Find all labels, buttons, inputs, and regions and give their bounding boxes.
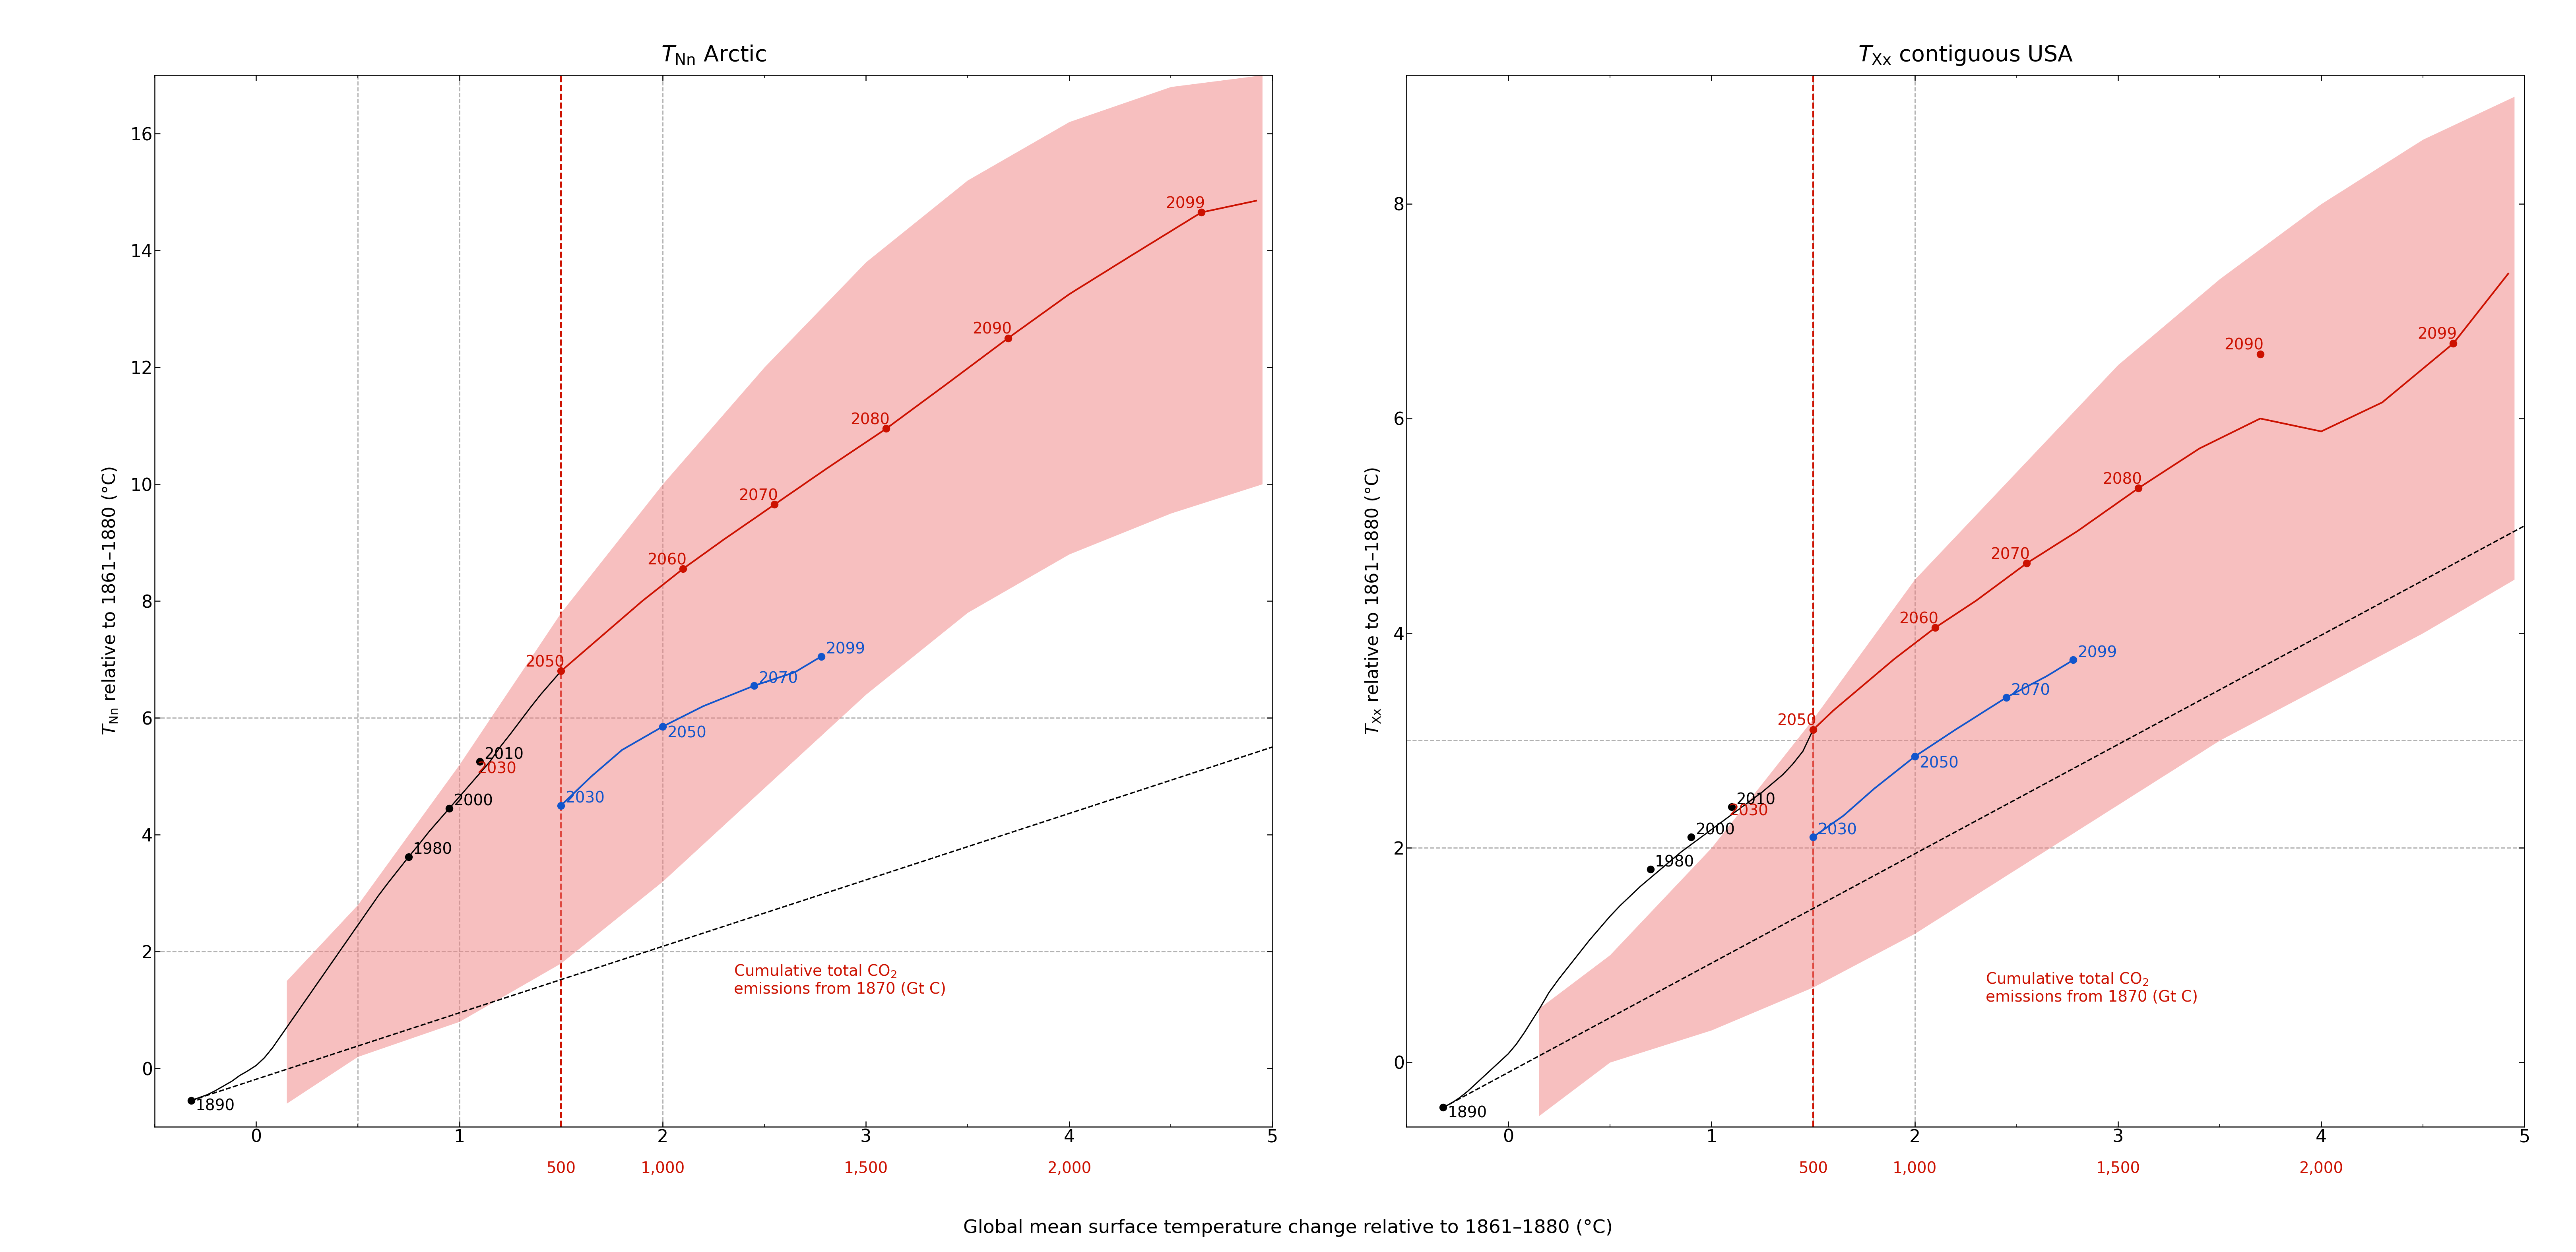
Text: 2050: 2050 bbox=[1777, 714, 1816, 729]
Text: 1,000: 1,000 bbox=[1893, 1161, 1937, 1176]
Text: 2030: 2030 bbox=[1819, 823, 1857, 838]
Text: 1890: 1890 bbox=[1448, 1106, 1486, 1121]
Text: 2080: 2080 bbox=[2102, 472, 2141, 487]
Text: 500: 500 bbox=[1798, 1161, 1829, 1176]
Text: 2099: 2099 bbox=[1164, 197, 1206, 212]
Text: 2030: 2030 bbox=[1728, 804, 1767, 819]
Text: 500: 500 bbox=[546, 1161, 577, 1176]
Y-axis label: $T_{\mathrm{Nn}}$ relative to 1861–1880 (°C): $T_{\mathrm{Nn}}$ relative to 1861–1880 … bbox=[100, 467, 118, 735]
Text: 2070: 2070 bbox=[757, 671, 799, 686]
Text: Cumulative total CO$_2$
emissions from 1870 (Gt C): Cumulative total CO$_2$ emissions from 1… bbox=[734, 963, 945, 997]
Text: 1,000: 1,000 bbox=[641, 1161, 685, 1176]
Text: 2070: 2070 bbox=[1991, 547, 2030, 562]
Y-axis label: $T_{\mathrm{Xx}}$ relative to 1861–1880 (°C): $T_{\mathrm{Xx}}$ relative to 1861–1880 … bbox=[1365, 467, 1383, 735]
Title: $T_{\mathrm{Xx}}$ contiguous USA: $T_{\mathrm{Xx}}$ contiguous USA bbox=[1857, 44, 2074, 66]
Text: 1980: 1980 bbox=[1654, 855, 1695, 870]
Text: 2050: 2050 bbox=[667, 726, 706, 741]
Text: 1890: 1890 bbox=[196, 1098, 234, 1113]
Text: 2099: 2099 bbox=[827, 642, 866, 657]
Text: 2000: 2000 bbox=[453, 794, 492, 809]
Text: 2,000: 2,000 bbox=[1046, 1161, 1092, 1176]
Text: 2080: 2080 bbox=[850, 412, 889, 427]
Text: 2010: 2010 bbox=[1736, 793, 1775, 808]
Text: 2050: 2050 bbox=[526, 655, 564, 670]
Text: 2050: 2050 bbox=[1919, 756, 1958, 771]
Text: 2060: 2060 bbox=[647, 552, 688, 567]
Text: 1980: 1980 bbox=[412, 843, 453, 858]
Text: 1,500: 1,500 bbox=[2097, 1161, 2141, 1176]
Text: Cumulative total CO$_2$
emissions from 1870 (Gt C): Cumulative total CO$_2$ emissions from 1… bbox=[1986, 972, 2197, 1004]
Text: 2,000: 2,000 bbox=[2300, 1161, 2344, 1176]
Text: 2030: 2030 bbox=[477, 761, 515, 776]
Text: 2000: 2000 bbox=[1695, 823, 1734, 838]
Text: 2010: 2010 bbox=[484, 747, 523, 762]
Text: 1,500: 1,500 bbox=[845, 1161, 889, 1176]
Text: 2099: 2099 bbox=[2079, 645, 2117, 660]
Text: 2070: 2070 bbox=[2012, 682, 2050, 697]
Text: Global mean surface temperature change relative to 1861–1880 (°C): Global mean surface temperature change r… bbox=[963, 1219, 1613, 1237]
Text: 2090: 2090 bbox=[2223, 338, 2264, 353]
Text: 2060: 2060 bbox=[1899, 611, 1940, 626]
Text: 2070: 2070 bbox=[739, 488, 778, 503]
Title: $T_{\mathrm{Nn}}$ Arctic: $T_{\mathrm{Nn}}$ Arctic bbox=[662, 44, 765, 66]
Text: 2099: 2099 bbox=[2416, 327, 2458, 342]
Text: 2030: 2030 bbox=[567, 791, 605, 806]
Text: 2090: 2090 bbox=[971, 322, 1012, 337]
